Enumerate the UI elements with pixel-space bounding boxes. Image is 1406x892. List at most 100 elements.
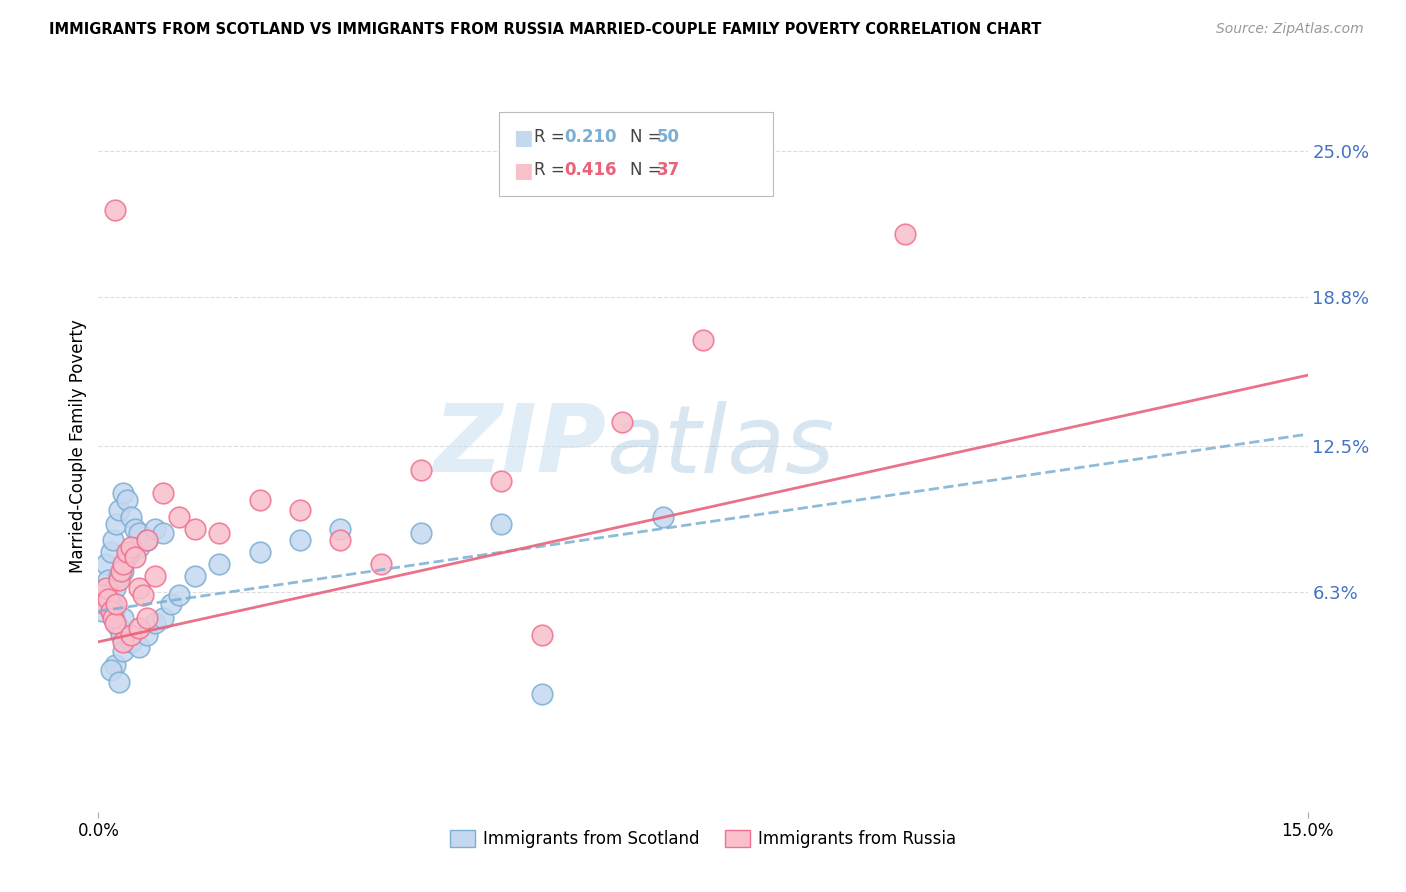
Point xyxy=(329,533,352,548)
Text: N =: N = xyxy=(630,161,666,179)
Point xyxy=(107,568,129,582)
Point xyxy=(107,502,129,516)
Point xyxy=(135,611,157,625)
Point xyxy=(152,611,174,625)
Point xyxy=(530,628,553,642)
Point xyxy=(128,541,150,555)
Text: 50: 50 xyxy=(657,128,679,145)
Text: 37: 37 xyxy=(657,161,681,179)
Point xyxy=(329,522,352,536)
Point xyxy=(370,557,392,571)
Point xyxy=(692,333,714,347)
Point xyxy=(409,462,432,476)
Point xyxy=(103,581,125,595)
Point xyxy=(128,640,150,654)
Point xyxy=(97,588,120,602)
Point xyxy=(135,533,157,548)
Text: ZIP: ZIP xyxy=(433,400,606,492)
Point xyxy=(105,597,128,611)
Point xyxy=(612,416,634,430)
Point xyxy=(101,611,124,625)
Point xyxy=(143,615,166,630)
Point xyxy=(107,621,129,635)
Point xyxy=(184,522,207,536)
Point xyxy=(103,602,125,616)
Point xyxy=(97,574,120,588)
Point xyxy=(100,592,122,607)
Point xyxy=(152,486,174,500)
Point xyxy=(107,574,129,588)
Point xyxy=(100,545,122,559)
Point xyxy=(100,604,122,618)
Text: R =: R = xyxy=(534,161,571,179)
Point xyxy=(135,533,157,548)
Point xyxy=(97,592,120,607)
Point xyxy=(143,568,166,582)
Text: 0.210: 0.210 xyxy=(564,128,616,145)
Point xyxy=(103,202,125,217)
Point xyxy=(101,533,124,548)
Point xyxy=(120,628,142,642)
Point xyxy=(128,526,150,541)
Point xyxy=(110,628,132,642)
Point xyxy=(96,597,118,611)
Point xyxy=(107,675,129,690)
Point xyxy=(132,588,155,602)
Point xyxy=(167,509,190,524)
Point xyxy=(101,608,124,623)
Point xyxy=(288,502,311,516)
Text: 0.416: 0.416 xyxy=(564,161,616,179)
Point xyxy=(120,635,142,649)
Legend: Immigrants from Scotland, Immigrants from Russia: Immigrants from Scotland, Immigrants fro… xyxy=(443,823,963,855)
Point xyxy=(491,475,513,489)
Point xyxy=(111,486,134,500)
Point xyxy=(94,597,117,611)
Point xyxy=(491,516,513,531)
Point xyxy=(111,564,134,578)
Point xyxy=(120,545,142,559)
Point xyxy=(91,588,114,602)
Y-axis label: Married-Couple Family Poverty: Married-Couple Family Poverty xyxy=(69,319,87,573)
Point xyxy=(120,541,142,555)
Point xyxy=(167,588,190,602)
Point xyxy=(120,509,142,524)
Point xyxy=(184,568,207,582)
Point xyxy=(115,493,138,508)
Point xyxy=(115,549,138,564)
Point xyxy=(103,658,125,673)
Point xyxy=(105,615,128,630)
Point xyxy=(111,644,134,658)
Point xyxy=(160,597,183,611)
Point xyxy=(893,227,915,241)
Point xyxy=(91,604,114,618)
Point xyxy=(249,493,271,508)
Point xyxy=(128,621,150,635)
Point xyxy=(115,545,138,559)
Point xyxy=(249,545,271,559)
Point xyxy=(124,549,146,564)
Point xyxy=(110,564,132,578)
Text: R =: R = xyxy=(534,128,571,145)
Text: N =: N = xyxy=(630,128,666,145)
Point xyxy=(111,635,134,649)
Point xyxy=(208,557,231,571)
Point xyxy=(105,516,128,531)
Point xyxy=(152,526,174,541)
Point xyxy=(530,687,553,701)
Text: Source: ZipAtlas.com: Source: ZipAtlas.com xyxy=(1216,22,1364,37)
Point xyxy=(208,526,231,541)
Point xyxy=(128,581,150,595)
Point xyxy=(409,526,432,541)
Text: atlas: atlas xyxy=(606,401,835,491)
Point xyxy=(100,663,122,677)
Text: ■: ■ xyxy=(513,161,533,181)
Text: IMMIGRANTS FROM SCOTLAND VS IMMIGRANTS FROM RUSSIA MARRIED-COUPLE FAMILY POVERTY: IMMIGRANTS FROM SCOTLAND VS IMMIGRANTS F… xyxy=(49,22,1042,37)
Point xyxy=(103,615,125,630)
Point xyxy=(288,533,311,548)
Text: ■: ■ xyxy=(513,128,533,147)
Point xyxy=(96,557,118,571)
Point xyxy=(135,628,157,642)
Point xyxy=(111,557,134,571)
Point xyxy=(143,522,166,536)
Point xyxy=(111,611,134,625)
